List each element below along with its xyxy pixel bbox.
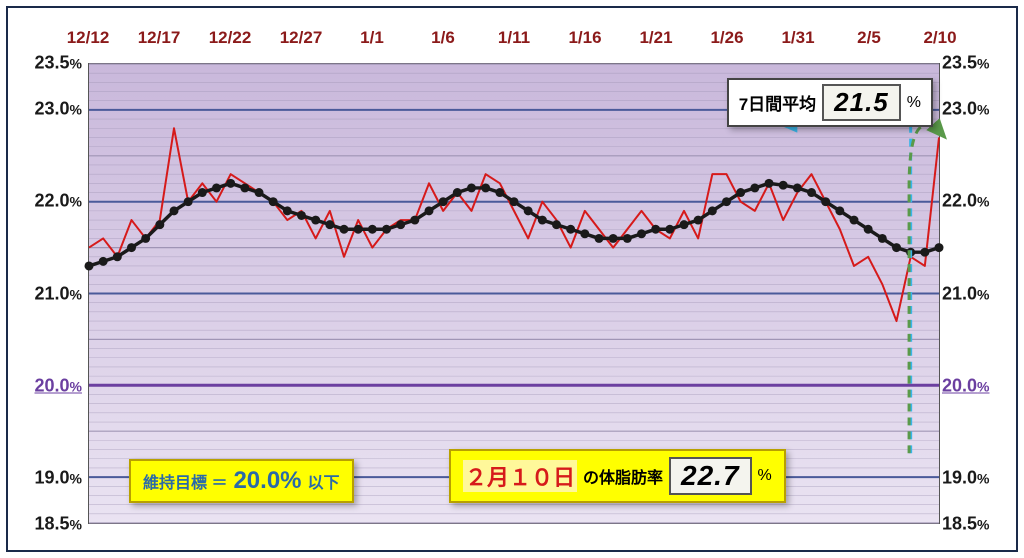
y-axis-label-right: 22.0% xyxy=(942,191,1004,212)
y-axis-label-left: 20.0% xyxy=(20,375,82,396)
current-unit: % xyxy=(758,467,772,485)
y-axis-label-right: 18.5% xyxy=(942,514,1004,535)
y-axis-label-left: 23.0% xyxy=(20,99,82,120)
x-axis-label: 1/11 xyxy=(498,28,530,48)
x-axis-label: 1/16 xyxy=(568,28,601,48)
target-box: 維持目標 ＝ 20.0% 以下 xyxy=(129,459,354,503)
avg-label: 7日間平均 xyxy=(739,90,816,115)
y-axis-label-left: 23.5% xyxy=(20,53,82,74)
x-axis-label: 1/26 xyxy=(710,28,743,48)
x-axis-label: 2/5 xyxy=(857,28,881,48)
x-axis-label: 12/27 xyxy=(280,28,323,48)
x-axis-label: 1/21 xyxy=(639,28,672,48)
y-axis-label-right: 23.0% xyxy=(942,99,1004,120)
current-box: ２月１０日 の体脂肪率 22.7 % xyxy=(449,449,786,503)
y-axis-label-right: 20.0% xyxy=(942,375,1004,396)
x-axis-label: 1/31 xyxy=(781,28,814,48)
y-axis-label-right: 19.0% xyxy=(942,467,1004,488)
target-label-prefix: 維持目標 ＝ xyxy=(143,469,227,493)
x-axis-label: 12/17 xyxy=(138,28,181,48)
y-axis-label-left: 19.0% xyxy=(20,467,82,488)
x-axis-label: 12/12 xyxy=(67,28,110,48)
y-axis-label-right: 23.5% xyxy=(942,53,1004,74)
current-value: 22.7 xyxy=(669,457,752,495)
avg-info-box: 7日間平均 21.5 % xyxy=(727,78,933,127)
current-suffix: の体脂肪率 xyxy=(583,464,663,488)
y-axis-label-left: 18.5% xyxy=(20,514,82,535)
y-axis-label-right: 21.0% xyxy=(942,283,1004,304)
chart-frame: 12/12 12/17 12/22 12/27 1/1 1/6 1/11 1/16 1/21 1/… xyxy=(6,6,1018,552)
x-axis-label: 1/6 xyxy=(431,28,455,48)
x-axis-label: 1/1 xyxy=(360,28,384,48)
x-axis-label: 2/10 xyxy=(923,28,956,48)
target-suffix: 以下 xyxy=(308,469,340,493)
avg-unit: % xyxy=(907,94,921,112)
y-axis-label-left: 22.0% xyxy=(20,191,82,212)
plot-area: 7日間平均 21.5 % 維持目標 ＝ 20.0% 以下 ２月１０日 の体脂肪率… xyxy=(88,63,940,524)
avg-value: 21.5 xyxy=(822,84,901,121)
current-date: ２月１０日 xyxy=(463,460,577,492)
y-axis-label-left: 21.0% xyxy=(20,283,82,304)
target-value: 20.0% xyxy=(233,467,301,495)
x-axis-labels: 12/1212/1712/2212/271/11/61/111/161/211/… xyxy=(88,28,936,58)
x-axis-label: 12/22 xyxy=(209,28,252,48)
